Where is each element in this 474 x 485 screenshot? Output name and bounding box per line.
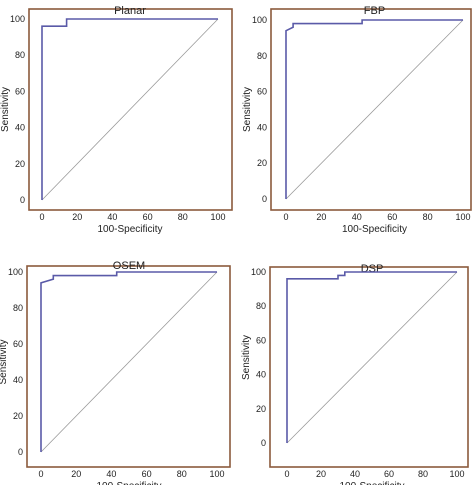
panel-3-roc-curve: [40, 271, 217, 452]
panel-1-ytick-label: 0: [20, 195, 25, 205]
panel-1-reference-diagonal: [41, 18, 219, 201]
panel-3-xtick-label: 60: [142, 469, 152, 479]
panel-4-xtick-label: 40: [350, 469, 360, 479]
panel-3-ytick-label: 0: [18, 447, 23, 457]
panel-1-ytick-label: 80: [15, 50, 25, 60]
panel-2-ytick-label: 0: [262, 194, 267, 204]
panel-2-frame: [270, 8, 472, 211]
panel-4-title: DSP: [361, 263, 384, 275]
panel-4-xtick-label: 0: [284, 469, 289, 479]
panel-1-ylabel: Sensitivity: [0, 87, 11, 132]
panel-3-ytick-label: 100: [8, 267, 23, 277]
panel-1-xtick-label: 60: [143, 212, 153, 222]
panel-4-xtick-label: 100: [449, 469, 464, 479]
panel-2-reference-diagonal: [285, 19, 464, 200]
panel-3-xtick-label: 40: [106, 469, 116, 479]
panel-1-ytick-label: 40: [15, 123, 25, 133]
panel-2-xlabel: 100-Specificity: [342, 224, 407, 235]
panel-3-ylabel: Sensitivity: [0, 339, 9, 384]
panel-2-xtick-label: 20: [316, 212, 326, 222]
panel-1-title: Planar: [114, 5, 146, 17]
panel-4-xlabel: 100-Specificity: [339, 481, 404, 485]
panel-4-ytick-label: 100: [251, 267, 266, 277]
panel-4-ytick-label: 40: [256, 370, 266, 380]
panel-2-ylabel: Sensitivity: [242, 87, 253, 132]
panel-3-xlabel: 100-Specificity: [96, 481, 161, 485]
panel-2-ytick-label: 80: [257, 51, 267, 61]
panel-4-xtick-label: 80: [418, 469, 428, 479]
panel-1-xtick-label: 20: [72, 212, 82, 222]
panel-3-xtick-label: 80: [177, 469, 187, 479]
panel-3-ytick-label: 20: [13, 411, 23, 421]
panel-2-ytick-label: 40: [257, 122, 267, 132]
panel-4-ytick-label: 0: [261, 438, 266, 448]
panel-4-xtick-label: 20: [316, 469, 326, 479]
panel-4-ytick-label: 80: [256, 301, 266, 311]
panel-4-ylabel: Sensitivity: [241, 335, 252, 380]
panel-1-xlabel: 100-Specificity: [97, 224, 162, 235]
panel-1-xtick-label: 40: [107, 212, 117, 222]
panel-1-roc-curve: [41, 18, 218, 200]
panel-3-reference-diagonal: [40, 271, 218, 453]
panel-2-xtick-label: 100: [455, 212, 470, 222]
panel-4-roc-curve: [286, 271, 457, 443]
panel-3-ytick-label: 40: [13, 375, 23, 385]
panel-1-xtick-label: 80: [178, 212, 188, 222]
panel-1-ytick-label: 20: [15, 159, 25, 169]
panel-4-reference-diagonal: [286, 271, 458, 444]
panel-1-ytick-label: 60: [15, 86, 25, 96]
panel-2-ytick-label: 20: [257, 158, 267, 168]
panel-1-xtick-label: 0: [39, 212, 44, 222]
panel-1-xtick-label: 100: [210, 212, 225, 222]
panel-3-ytick-label: 80: [13, 303, 23, 313]
panel-2-roc-curve: [285, 19, 463, 199]
panel-2-ytick-label: 60: [257, 87, 267, 97]
panel-4-ytick-label: 60: [256, 335, 266, 345]
panel-3-title: OSEM: [113, 260, 145, 272]
panel-2-title: FBP: [364, 5, 385, 17]
panel-3-frame: [26, 265, 231, 468]
panel-4-frame: [269, 266, 469, 468]
panel-3-xtick-label: 0: [38, 469, 43, 479]
panel-4-ytick-label: 20: [256, 404, 266, 414]
panel-4-xtick-label: 60: [384, 469, 394, 479]
panel-2-ytick-label: 100: [252, 15, 267, 25]
panel-2-xtick-label: 0: [283, 212, 288, 222]
panel-2-xtick-label: 80: [423, 212, 433, 222]
panel-3-xtick-label: 20: [71, 469, 81, 479]
panel-3-ytick-label: 60: [13, 339, 23, 349]
panel-1-ytick-label: 100: [10, 14, 25, 24]
panel-2-xtick-label: 60: [387, 212, 397, 222]
panel-3-xtick-label: 100: [209, 469, 224, 479]
panel-2-xtick-label: 40: [352, 212, 362, 222]
